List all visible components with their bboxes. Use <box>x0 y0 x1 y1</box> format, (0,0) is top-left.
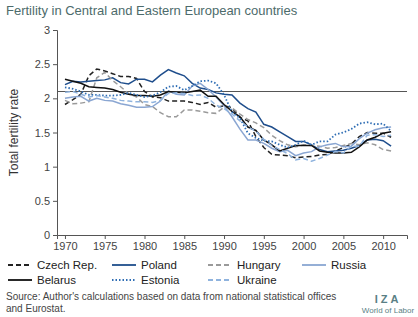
y-tick: 2.5 <box>35 58 57 70</box>
y-tick-label: 0.5 <box>35 195 50 207</box>
x-tick: 1980 <box>133 235 157 252</box>
x-tick-label: 1995 <box>252 240 276 252</box>
x-tick-mark <box>184 235 185 239</box>
x-tick-mark <box>224 235 225 239</box>
y-tick-mark <box>53 98 57 99</box>
x-tick-label: 1990 <box>212 240 236 252</box>
x-tick: 1985 <box>173 235 197 252</box>
x-axis-line <box>58 236 408 240</box>
legend-item: Estonia <box>112 274 180 286</box>
x-tick-mark <box>304 235 305 239</box>
title: Fertility in Central and Eastern Europea… <box>6 3 298 18</box>
y-tick: 0.5 <box>35 195 57 207</box>
chart: Fertility in Central and Eastern Europea… <box>0 0 418 317</box>
legend-swatch <box>208 279 232 281</box>
legend-label: Russia <box>331 259 367 271</box>
legend: Czech Rep. Poland Hungary Russia Belarus Esto… <box>8 259 367 286</box>
x-tick-label: 1985 <box>173 240 197 252</box>
y-axis: 0 0.5 1 1.5 2 2.5 3 <box>35 24 58 241</box>
x-tick-label: 1980 <box>133 240 157 252</box>
y-tick: 1 <box>44 161 57 173</box>
legend-swatch <box>208 264 232 266</box>
legend-label: Belarus <box>37 274 76 286</box>
plot: 1970 1975 1980 1985 1990 1995 2000 2005 2010 0 0.5… <box>35 24 408 252</box>
y-tick-label: 3 <box>44 24 50 36</box>
legend-item: Hungary <box>208 259 281 271</box>
legend-swatch <box>8 264 32 266</box>
y-tick: 3 <box>44 24 57 36</box>
x-tick: 1995 <box>252 235 276 252</box>
y-axis-title: Total fertility rate <box>7 88 21 176</box>
legend-swatch <box>302 264 326 266</box>
y-tick-label: 0 <box>44 229 50 241</box>
y-axis-line <box>53 31 58 236</box>
x-tick-mark <box>343 235 344 239</box>
legend-label: Hungary <box>237 259 281 271</box>
legend-item: Czech Rep. <box>8 259 97 271</box>
legend-swatch <box>112 264 136 266</box>
x-tick: 1975 <box>93 235 117 252</box>
logo-text: World of Labor <box>362 306 415 315</box>
series-line <box>65 69 391 158</box>
y-tick-mark <box>53 235 57 236</box>
legend-label: Czech Rep. <box>37 259 97 271</box>
series-line <box>65 83 391 155</box>
x-tick-mark <box>383 235 384 239</box>
x-tick: 2010 <box>371 235 395 252</box>
legend-item: Poland <box>112 259 177 271</box>
x-tick: 2005 <box>332 235 356 252</box>
x-tick-label: 2000 <box>292 240 316 252</box>
y-tick-label: 1 <box>44 161 50 173</box>
y-tick-label: 2 <box>44 92 50 104</box>
y-tick: 2 <box>44 92 57 104</box>
legend-swatch <box>8 279 32 281</box>
legend-label: Estonia <box>141 274 180 286</box>
x-tick-mark <box>105 235 106 239</box>
legend-item: Belarus <box>8 274 76 286</box>
marks <box>57 69 407 161</box>
x-tick: 2000 <box>292 235 316 252</box>
y-tick-label: 1.5 <box>35 127 50 139</box>
series-line <box>65 81 391 148</box>
reference-line <box>57 91 407 92</box>
series-line <box>65 92 391 162</box>
y-tick-mark <box>53 30 57 31</box>
source: and Eurostat. <box>6 303 65 314</box>
legend-swatch <box>112 279 136 281</box>
y-tick-label: 2.5 <box>35 58 50 70</box>
y-tick: 1.5 <box>35 127 57 139</box>
logo-mark: IZA <box>375 293 402 305</box>
legend-label: Poland <box>141 259 177 271</box>
x-axis: 1970 1975 1980 1985 1990 1995 2000 2005 2010 <box>53 235 407 252</box>
x-tick-label: 1975 <box>93 240 117 252</box>
y-tick-mark <box>53 133 57 134</box>
y-tick-mark <box>53 201 57 202</box>
y-tick-mark <box>53 167 57 168</box>
x-tick: 1990 <box>212 235 236 252</box>
legend-item: Russia <box>302 259 367 271</box>
x-tick-mark <box>264 235 265 239</box>
series-line <box>65 79 391 153</box>
source: Source: Author's calculations based on d… <box>6 291 336 302</box>
x-tick-mark <box>145 235 146 239</box>
x-tick-label: 1970 <box>53 240 77 252</box>
x-tick-label: 2010 <box>371 240 395 252</box>
x-tick-label: 2005 <box>332 240 356 252</box>
x-tick: 1970 <box>53 235 77 252</box>
y-tick-mark <box>53 64 57 65</box>
logo: IZAWorld of Labor <box>362 293 415 315</box>
legend-item: Ukraine <box>208 274 277 286</box>
legend-label: Ukraine <box>237 274 277 286</box>
y-tick: 0 <box>44 229 57 241</box>
x-tick-mark <box>65 235 66 239</box>
